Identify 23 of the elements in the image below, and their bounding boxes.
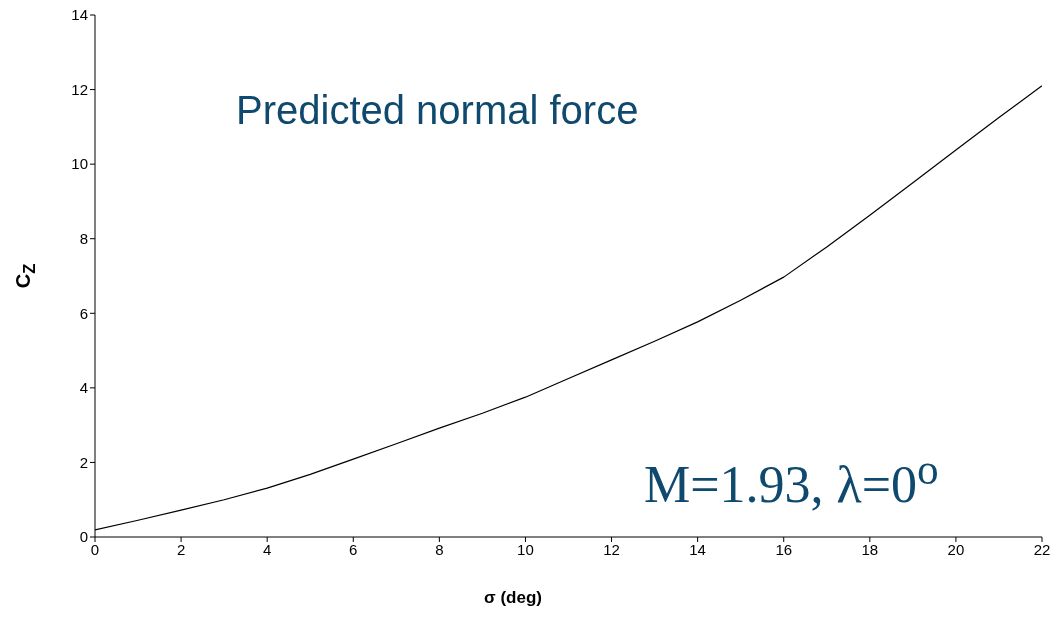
y-tick-label: 0 bbox=[79, 528, 88, 546]
annotation: Predicted normal force bbox=[236, 88, 639, 133]
x-tick-label: 14 bbox=[689, 540, 706, 558]
y-tick-label: 12 bbox=[71, 80, 88, 98]
x-tick-label: 12 bbox=[603, 540, 620, 558]
x-tick-label: 0 bbox=[90, 540, 100, 558]
x-axis-title: σ (deg) bbox=[484, 588, 542, 608]
x-tick-label: 8 bbox=[435, 540, 444, 558]
annotation: M=1.93, λ=0$^{o}$ bbox=[644, 444, 939, 515]
y-tick-label: 2 bbox=[79, 453, 88, 471]
x-tick-label: 6 bbox=[349, 540, 358, 558]
y-tick-label: 6 bbox=[79, 304, 88, 322]
y-tick-label: 8 bbox=[79, 230, 88, 248]
x-tick-label: 20 bbox=[947, 540, 965, 558]
y-tick-label: 14 bbox=[71, 6, 88, 24]
x-tick-label: 2 bbox=[176, 540, 186, 558]
y-tick-label: 10 bbox=[71, 155, 88, 173]
x-tick-label: 18 bbox=[861, 540, 879, 558]
y-tick-label: 4 bbox=[79, 379, 88, 397]
x-tick-label: 4 bbox=[263, 540, 272, 558]
x-tick-label: 22 bbox=[1033, 540, 1051, 558]
x-tick-label: 16 bbox=[775, 540, 793, 558]
x-tick-label: 10 bbox=[517, 540, 534, 558]
